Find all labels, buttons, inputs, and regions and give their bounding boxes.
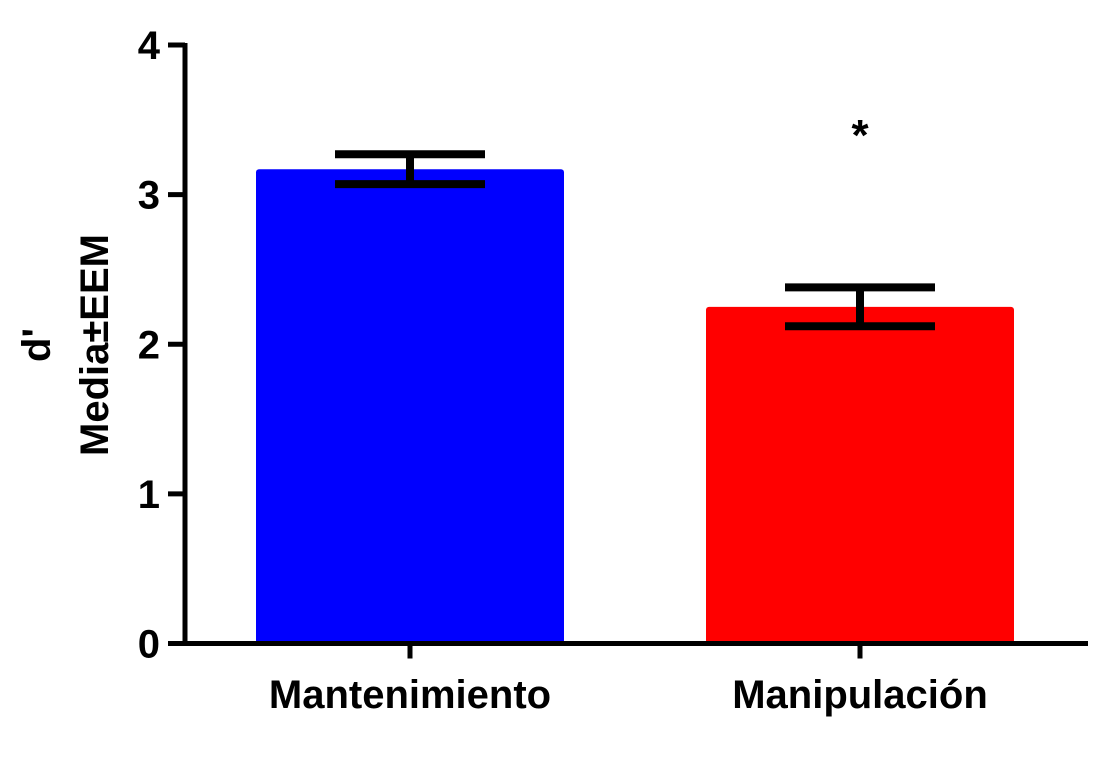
bars-layer [256, 169, 1014, 644]
bar-1 [706, 306, 1014, 644]
y-axis-title-line2: Media±EEM [73, 234, 117, 456]
y-ticks-layer: 0 1 2 3 4 [138, 24, 185, 667]
y-tick-label-4: 4 [138, 24, 161, 68]
x-category-label-1: Manipulación [732, 673, 988, 717]
bar-0 [256, 169, 564, 644]
y-tick-label-2: 2 [138, 323, 160, 367]
x-category-label-0: Mantenimiento [269, 673, 551, 717]
annotations-layer: * [851, 111, 869, 160]
y-axis-title-line1: d' [15, 328, 59, 362]
significance-annotation-0: * [851, 111, 869, 160]
y-axis-title: d' Media±EEM [15, 234, 117, 456]
error-bars-layer [335, 150, 935, 331]
y-tick-label-0: 0 [138, 623, 160, 667]
y-tick-label-1: 1 [138, 473, 160, 517]
x-categories-layer: Mantenimiento Manipulación [269, 643, 988, 717]
y-tick-label-3: 3 [138, 174, 160, 218]
